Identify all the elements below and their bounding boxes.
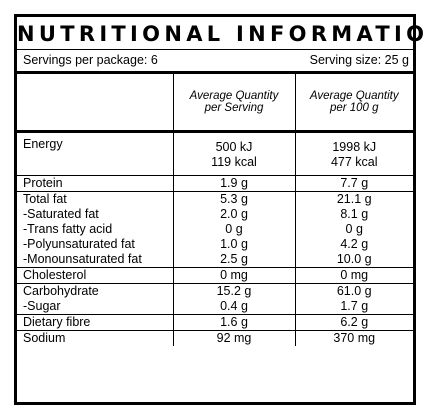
energy-per-100g-kj: 1998 kJ <box>332 140 377 154</box>
per-serving-value: 1.6 g <box>172 314 295 331</box>
table-row-energy: Energy 500 kJ 119 kcal 1998 kJ 477 kcal <box>17 131 413 176</box>
per-serving-header: Average Quantity per Serving <box>172 74 295 133</box>
nutrition-panel: NUTRITIONAL INFORMATION Servings per pac… <box>14 14 430 405</box>
per-100g-value: 6.2 g <box>294 314 413 331</box>
energy-per-serving-kj: 500 kJ <box>215 140 253 154</box>
per-100g-value: 0 g <box>294 222 413 237</box>
energy-label: Energy <box>17 131 173 176</box>
blank-header-cell <box>17 74 173 133</box>
servings-per-package: Servings per package: 6 <box>23 53 158 67</box>
per-serving-value: 0.4 g <box>172 299 295 315</box>
per-100g-value: 0 mg <box>294 267 413 284</box>
table-header-row: Average Quantity per Serving Average Qua… <box>17 74 413 133</box>
servings-bar: Servings per package: 6 Serving size: 25… <box>17 50 413 74</box>
per-serving-value: 0 mg <box>172 267 295 284</box>
per-100g-header: Average Quantity per 100 g <box>294 74 413 133</box>
per-serving-value: 1.0 g <box>172 237 295 252</box>
energy-per-serving: 500 kJ 119 kcal <box>172 131 295 176</box>
nutrient-label: -Monounsaturated fat <box>17 252 173 268</box>
nutrient-label: Total fat <box>23 192 67 206</box>
serving-size: Serving size: 25 g <box>309 53 409 67</box>
per-serving-value: 0 g <box>172 222 295 237</box>
per-serving-value: 92 mg <box>172 330 295 346</box>
table-row: -Sugar 0.4 g 1.7 g <box>17 299 413 315</box>
table-row: Total fat 5.3 g 21.1 g <box>17 191 413 207</box>
panel-title: NUTRITIONAL INFORMATION <box>17 17 430 50</box>
nutrient-label: Cholesterol <box>17 267 173 284</box>
table-row: Sodium 92 mg 370 mg <box>17 330 413 346</box>
per-100g-header-label: Average Quantity per 100 g <box>309 90 399 114</box>
table-row: Protein 1.9 g 7.7 g <box>17 175 413 192</box>
table-row: -Saturated fat 2.0 g 8.1 g <box>17 207 413 222</box>
per-100g-value: 61.0 g <box>294 283 413 299</box>
energy-per-100g: 1998 kJ 477 kcal <box>294 131 413 176</box>
per-serving-value: 15.2 g <box>172 283 295 299</box>
energy-per-100g-kcal: 477 kcal <box>330 155 378 169</box>
table-row: Dietary fibre 1.6 g 6.2 g <box>17 314 413 331</box>
per-serving-value: 2.5 g <box>172 252 295 268</box>
per-serving-value: 2.0 g <box>172 207 295 222</box>
table-row: -Monounsaturated fat 2.5 g 10.0 g <box>17 252 413 268</box>
per-100g-value: 8.1 g <box>294 207 413 222</box>
per-100g-value: 7.7 g <box>294 175 413 192</box>
per-100g-value: 4.2 g <box>294 237 413 252</box>
nutrient-label: Protein <box>17 175 173 192</box>
per-serving-header-label: Average Quantity per Serving <box>189 90 279 114</box>
nutrient-label: -Sugar <box>17 299 173 315</box>
per-100g-value: 10.0 g <box>294 252 413 268</box>
nutrient-label: Carbohydrate <box>23 284 99 298</box>
energy-per-serving-kcal: 119 kcal <box>211 155 257 169</box>
nutrient-label: -Polyunsaturated fat <box>23 237 135 251</box>
nutrient-label: -Trans fatty acid <box>23 222 113 236</box>
table-row: -Polyunsaturated fat 1.0 g 4.2 g <box>17 237 413 252</box>
per-100g-value: 1.7 g <box>294 299 413 315</box>
nutrient-label: Sodium <box>23 331 66 345</box>
per-serving-value: 5.3 g <box>172 191 295 207</box>
per-100g-value: 370 mg <box>294 330 413 346</box>
nutrition-table: Average Quantity per Serving Average Qua… <box>17 74 413 346</box>
nutrient-label: -Saturated fat <box>23 207 99 221</box>
per-100g-value: 21.1 g <box>294 191 413 207</box>
per-serving-value: 1.9 g <box>172 175 295 192</box>
table-row: Carbohydrate 15.2 g 61.0 g <box>17 283 413 299</box>
nutrient-label: Dietary fibre <box>17 314 173 331</box>
table-row: Cholesterol 0 mg 0 mg <box>17 267 413 284</box>
